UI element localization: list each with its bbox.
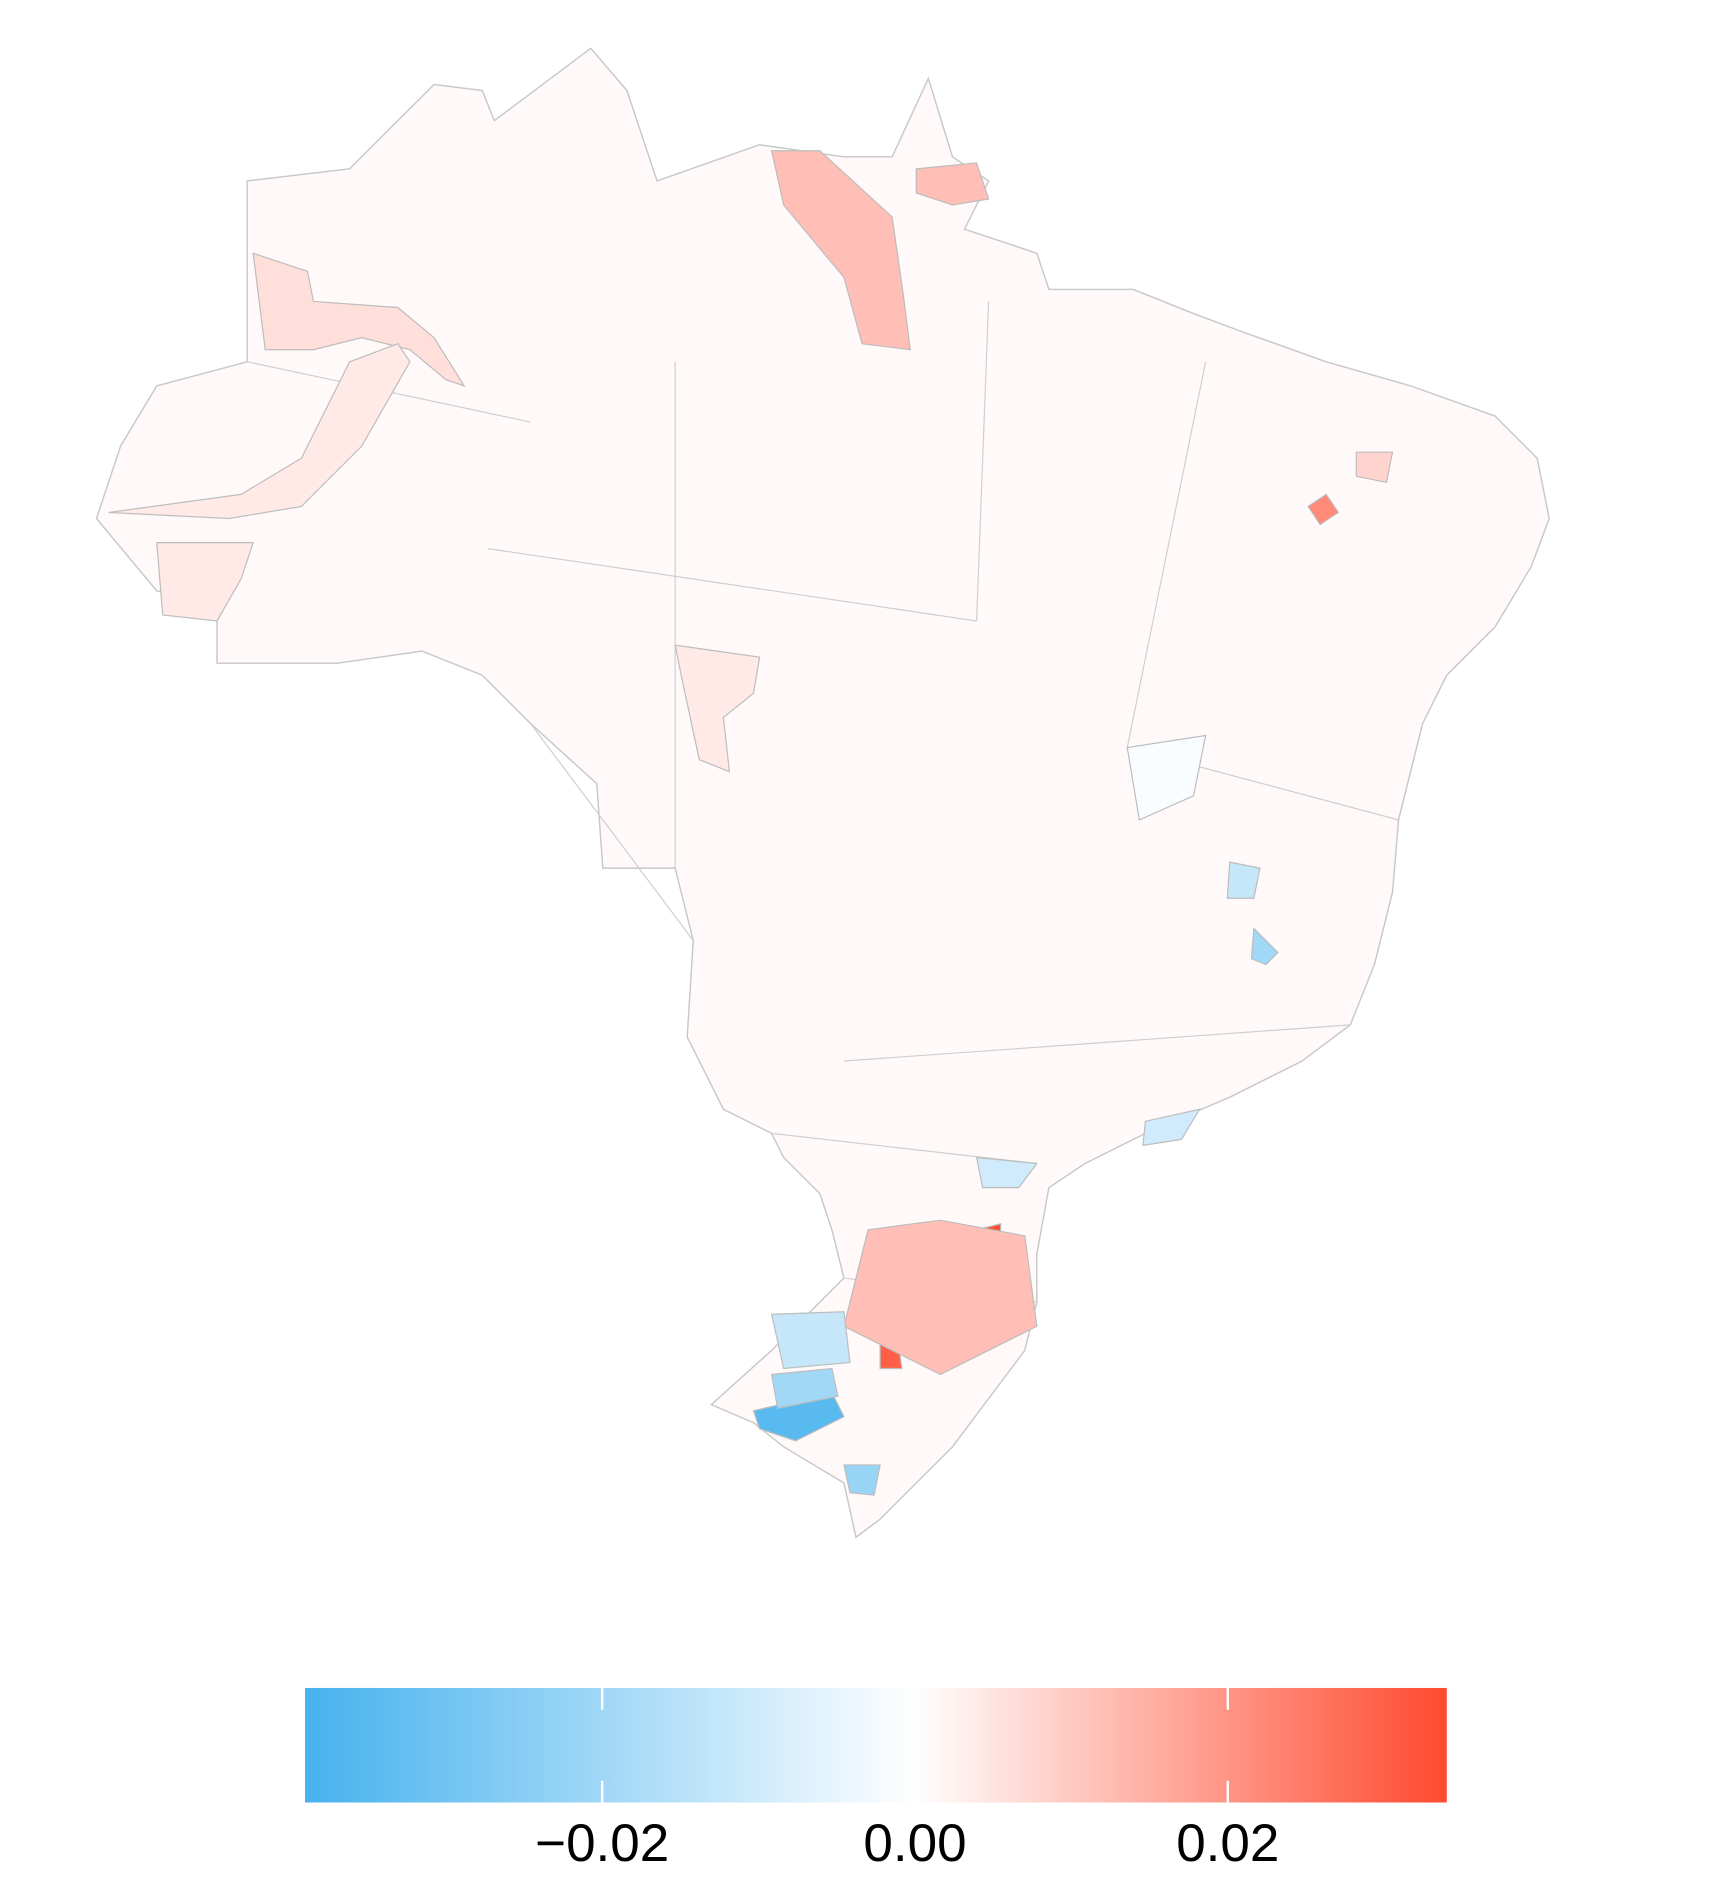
region [1355, 451, 1394, 484]
colorbar-tick-label: 0.00 [863, 1814, 966, 1873]
region-border [488, 548, 977, 622]
region [674, 644, 761, 773]
region [252, 252, 466, 387]
colorbar-tick-label: 0.02 [1176, 1814, 1279, 1873]
region [1226, 861, 1261, 899]
region [770, 1311, 851, 1370]
region [1250, 927, 1279, 966]
region-border [529, 723, 694, 941]
region-border [843, 1024, 1351, 1062]
region-border [975, 301, 990, 622]
region [1126, 734, 1207, 821]
region-layer [108, 150, 1394, 1496]
region [156, 542, 255, 622]
region [1307, 493, 1340, 526]
region [975, 1156, 1038, 1189]
region [915, 162, 990, 206]
region [108, 342, 411, 520]
region [770, 1367, 839, 1409]
region [770, 150, 911, 351]
region [1142, 1108, 1201, 1147]
region [843, 1464, 881, 1496]
colorbar-gradient [305, 1687, 1447, 1803]
colorbar: −0.02 0.00 0.02 [305, 1687, 1447, 1873]
region-border [1126, 361, 1207, 748]
colorbar-tick-label: −0.02 [535, 1814, 669, 1873]
